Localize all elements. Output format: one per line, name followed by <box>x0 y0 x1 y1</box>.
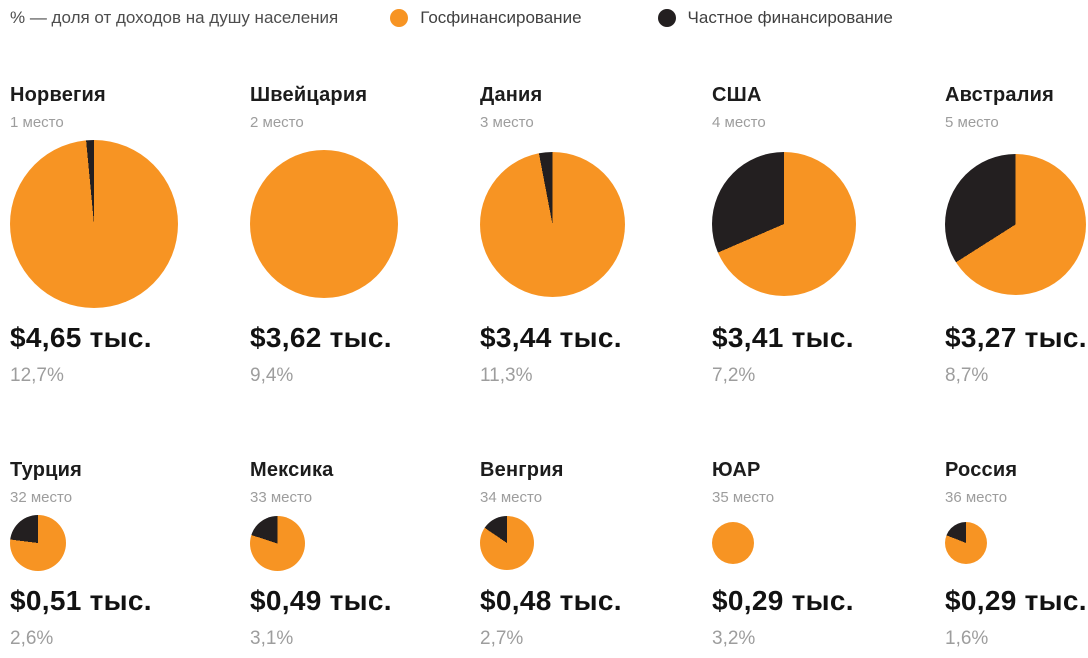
country-card: Турция 32 место $0,51 тыс. 2,6% <box>10 459 250 650</box>
pie-chart <box>250 150 398 298</box>
pie-wrap <box>480 514 712 572</box>
chart-grid: Норвегия 1 место $4,65 тыс. 12,7% Швейца… <box>0 84 1088 650</box>
country-card: Норвегия 1 место $4,65 тыс. 12,7% <box>10 84 250 387</box>
per-capita-value: $4,65 тыс. <box>10 322 152 353</box>
legend-item-label: Частное финансирование <box>687 8 893 27</box>
country-name: Мексика <box>250 459 334 481</box>
pie-wrap <box>10 514 250 572</box>
country-name: Норвегия <box>10 84 106 106</box>
pie-wrap <box>250 514 480 572</box>
country-name: США <box>712 84 762 106</box>
private-funding-dot-icon <box>657 9 676 27</box>
per-capita-value: $0,51 тыс. <box>10 585 152 616</box>
country-card: Мексика 33 место $0,49 тыс. 3,1% <box>250 459 480 650</box>
pie-chart <box>945 153 1086 295</box>
legend: % — доля от доходов на душу населения Го… <box>0 0 1088 28</box>
legend-item-private-funding: Частное финансирование <box>657 8 893 28</box>
pie-chart <box>712 152 856 296</box>
income-share-percent: 12,7% <box>10 365 64 386</box>
country-card: Дания 3 место $3,44 тыс. 11,3% <box>480 84 712 387</box>
per-capita-value: $0,29 тыс. <box>945 585 1087 616</box>
pie-chart <box>480 151 625 297</box>
pie-chart <box>10 515 66 571</box>
country-rank: 4 место <box>712 114 766 131</box>
pie-wrap <box>250 139 480 309</box>
per-capita-value: $3,41 тыс. <box>712 322 854 353</box>
country-row-top: Норвегия 1 место $4,65 тыс. 12,7% Швейца… <box>10 84 1088 387</box>
country-rank: 35 место <box>712 489 775 506</box>
country-name: Турция <box>10 459 82 481</box>
country-rank: 3 место <box>480 114 534 131</box>
public-funding-dot-icon <box>390 9 409 27</box>
per-capita-value: $3,27 тыс. <box>945 322 1087 353</box>
income-share-percent: 9,4% <box>250 365 294 386</box>
income-share-percent: 3,1% <box>250 628 294 649</box>
pie-wrap <box>945 139 1088 309</box>
country-rank: 32 место <box>10 489 73 506</box>
country-rank: 36 место <box>945 489 1008 506</box>
country-name: ЮАР <box>712 459 761 481</box>
per-capita-value: $0,48 тыс. <box>480 585 622 616</box>
income-share-percent: 2,7% <box>480 628 524 649</box>
legend-item-label: Госфинансирование <box>420 8 582 27</box>
pie-wrap <box>10 139 250 309</box>
country-rank: 34 место <box>480 489 543 506</box>
country-name: Дания <box>480 84 543 106</box>
income-share-percent: 11,3% <box>480 365 533 386</box>
legend-note: % — доля от доходов на душу населения <box>10 8 339 27</box>
country-rank: 33 место <box>250 489 313 506</box>
per-capita-value: $0,49 тыс. <box>250 585 392 616</box>
country-card: Россия 36 место $0,29 тыс. 1,6% <box>945 459 1088 650</box>
pie-chart <box>480 516 534 570</box>
income-share-percent: 2,6% <box>10 628 54 649</box>
pie-chart <box>712 522 754 564</box>
pie-wrap <box>945 514 1088 572</box>
country-rank: 1 место <box>10 114 64 131</box>
per-capita-value: $3,62 тыс. <box>250 322 392 353</box>
country-name: Россия <box>945 459 1018 481</box>
pie-wrap <box>480 139 712 309</box>
per-capita-value: $0,29 тыс. <box>712 585 854 616</box>
country-name: Венгрия <box>480 459 564 481</box>
country-rank: 2 место <box>250 114 304 131</box>
country-card: Австралия 5 место $3,27 тыс. 8,7% <box>945 84 1088 387</box>
country-name: Австралия <box>945 84 1054 106</box>
pie-chart <box>945 522 987 564</box>
income-share-percent: 8,7% <box>945 365 989 386</box>
per-capita-value: $3,44 тыс. <box>480 322 622 353</box>
income-share-percent: 1,6% <box>945 628 989 649</box>
country-card: Венгрия 34 место $0,48 тыс. 2,7% <box>480 459 712 650</box>
country-name: Швейцария <box>250 84 368 106</box>
pie-chart <box>10 140 178 308</box>
income-share-percent: 3,2% <box>712 628 756 649</box>
legend-item-public-funding: Госфинансирование <box>390 8 582 28</box>
country-card: США 4 место $3,41 тыс. 7,2% <box>712 84 945 387</box>
country-row-bottom: Турция 32 место $0,51 тыс. 2,6% Мексика … <box>10 459 1088 650</box>
country-rank: 5 место <box>945 114 999 131</box>
country-card: ЮАР 35 место $0,29 тыс. 3,2% <box>712 459 945 650</box>
income-share-percent: 7,2% <box>712 365 756 386</box>
country-card: Швейцария 2 место $3,62 тыс. 9,4% <box>250 84 480 387</box>
pie-chart <box>250 515 305 571</box>
pie-wrap <box>712 139 945 309</box>
pie-wrap <box>712 514 945 572</box>
